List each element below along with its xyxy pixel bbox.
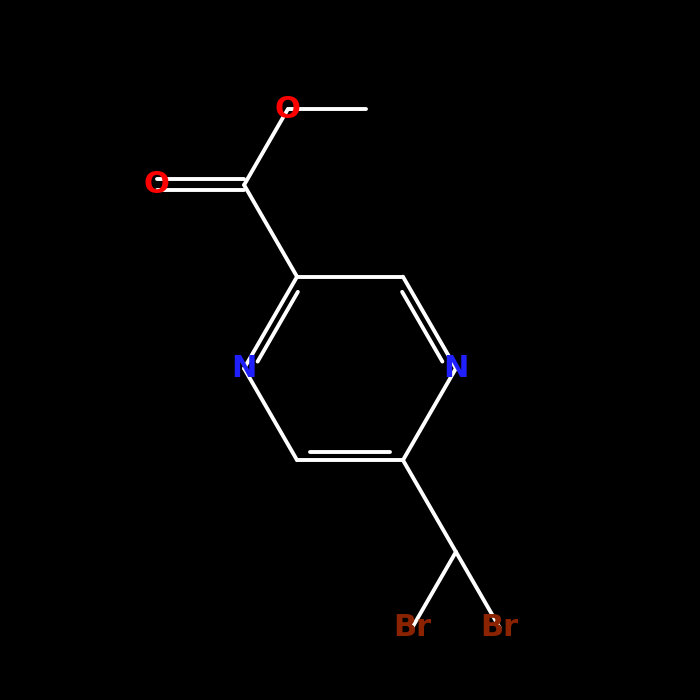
Text: O: O bbox=[144, 171, 169, 199]
Text: N: N bbox=[443, 354, 468, 383]
Text: Br: Br bbox=[481, 613, 519, 642]
Text: O: O bbox=[275, 94, 301, 124]
Text: Br: Br bbox=[393, 613, 431, 642]
Text: N: N bbox=[232, 354, 257, 383]
